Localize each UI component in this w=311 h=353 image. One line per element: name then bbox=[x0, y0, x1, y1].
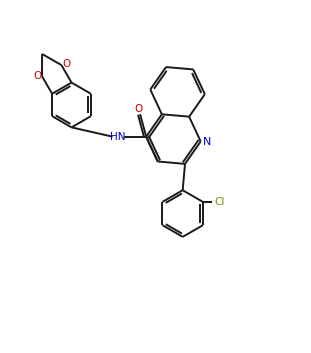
Text: Cl: Cl bbox=[214, 197, 225, 207]
Text: N: N bbox=[203, 137, 211, 147]
Text: O: O bbox=[134, 103, 143, 114]
Text: O: O bbox=[62, 59, 70, 68]
Text: HN: HN bbox=[110, 132, 126, 142]
Text: O: O bbox=[33, 71, 41, 80]
